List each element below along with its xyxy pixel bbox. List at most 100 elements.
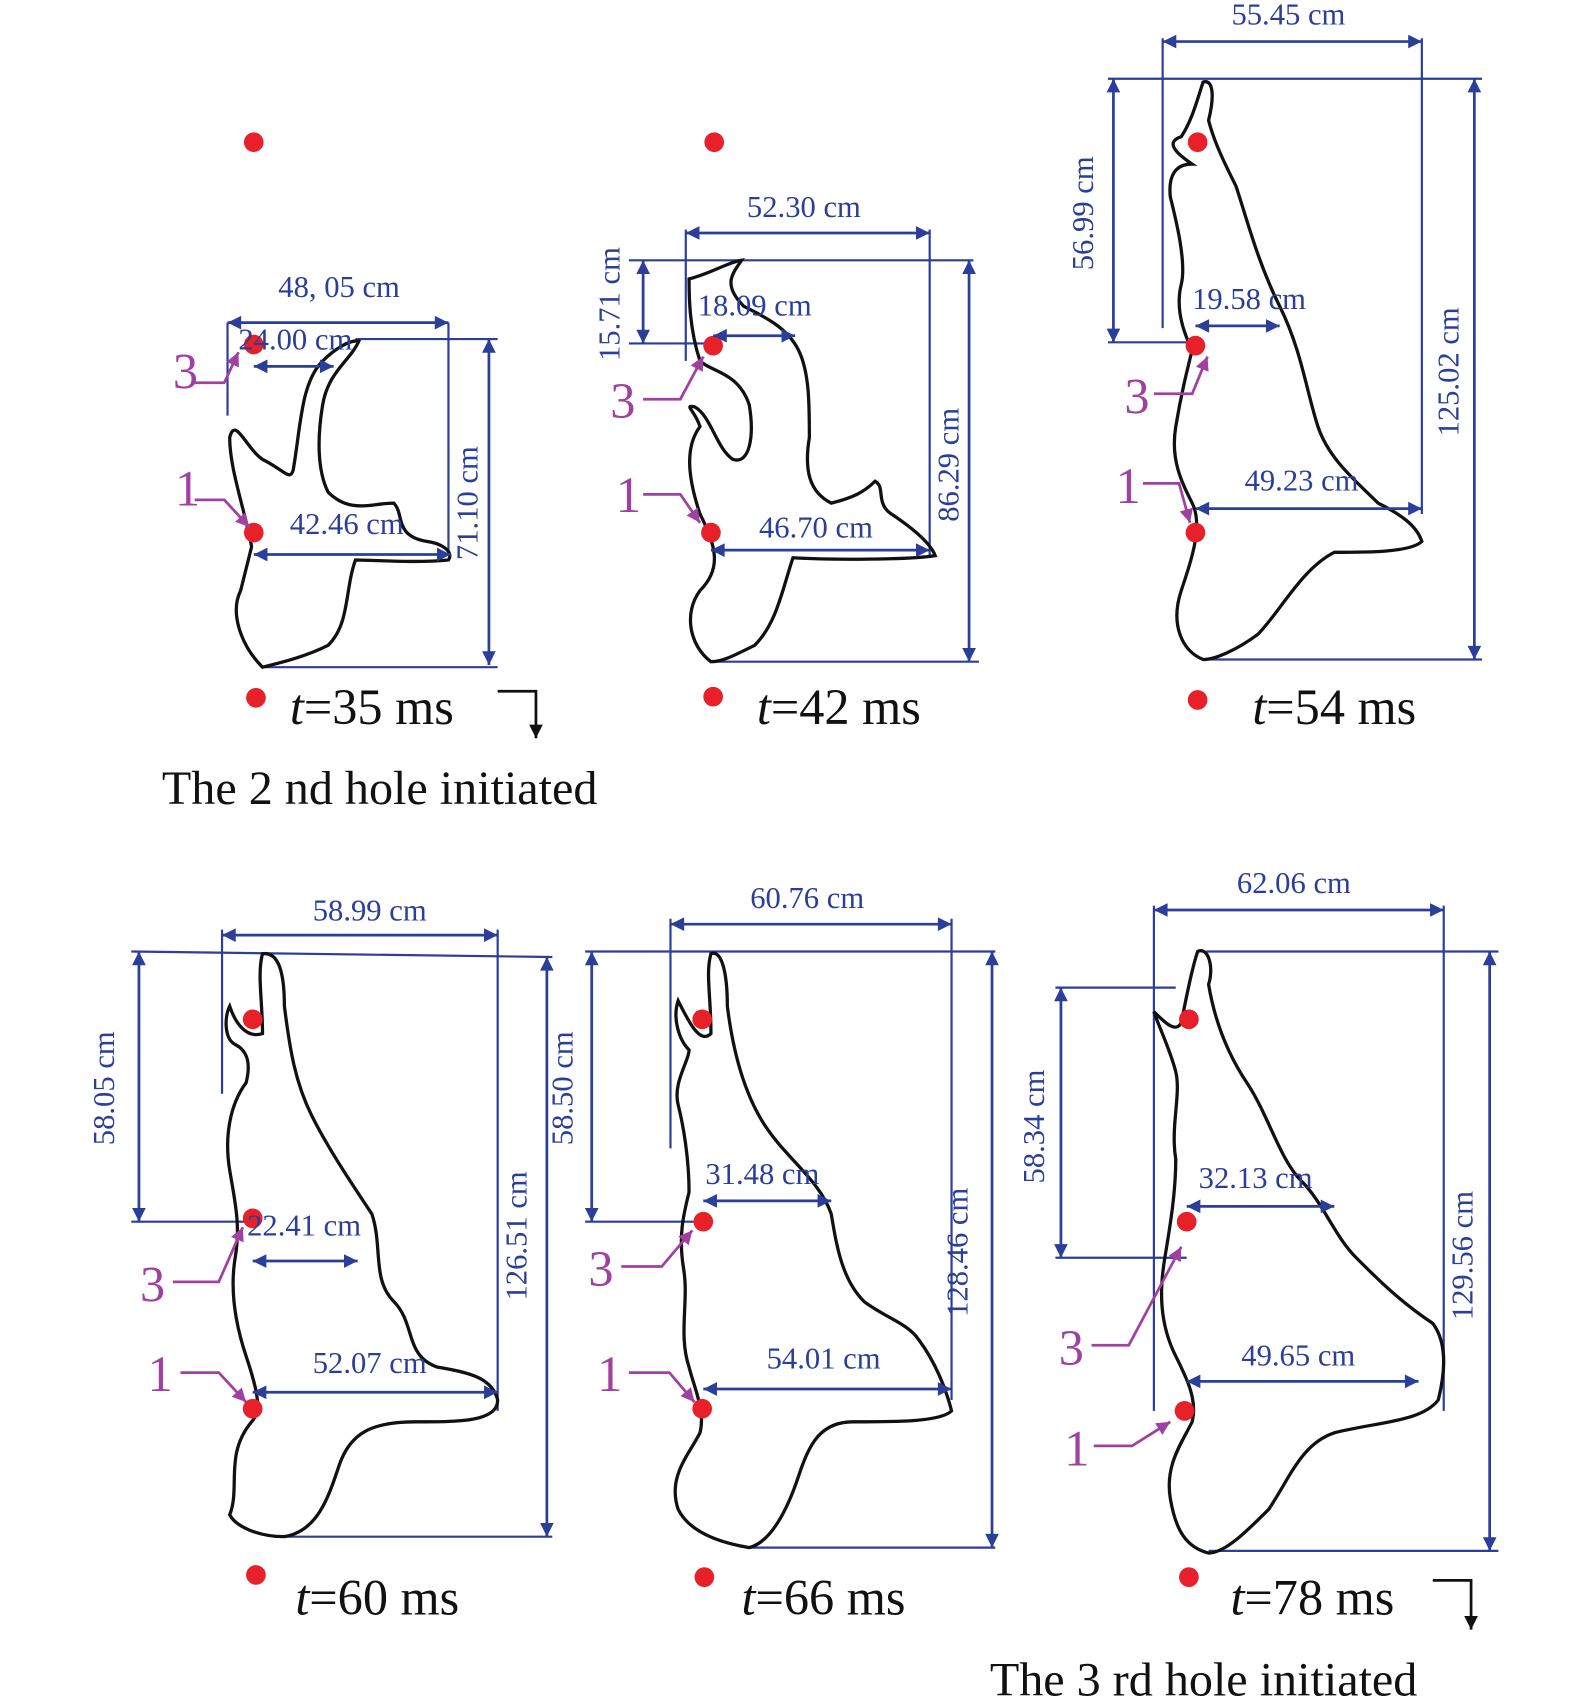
hole-pointer xyxy=(172,1226,245,1284)
dimension-label: 42.46 cm xyxy=(290,507,404,541)
blast-hole xyxy=(694,1567,715,1587)
hole-label: 3 xyxy=(1124,368,1149,424)
blast-hole xyxy=(703,335,723,356)
blast-hole xyxy=(243,132,264,153)
dimension-label: 49.23 cm xyxy=(1245,463,1359,497)
hole-label: 3 xyxy=(588,1241,613,1297)
panel: 62.06 cm 58.34 cm 32.13 cm 49.65 cm 129.56 c… xyxy=(1017,866,1499,1625)
dimension-label: 58.99 cm xyxy=(313,893,427,927)
blast-hole xyxy=(243,334,264,355)
blast-hole xyxy=(1185,335,1206,356)
hole-pointer xyxy=(194,498,251,529)
time-label: t=42 ms xyxy=(757,679,921,735)
dimension-label: 32.13 cm xyxy=(1199,1161,1313,1195)
blast-hole xyxy=(242,1398,263,1419)
hole-pointer xyxy=(1093,1420,1172,1448)
step-arrow xyxy=(497,689,543,739)
hole-label: 1 xyxy=(175,460,200,516)
dimension-label: 48, 05 cm xyxy=(278,270,400,304)
blast-hole xyxy=(242,1009,263,1030)
hole-label: 1 xyxy=(1064,1421,1089,1477)
time-value: =78 ms xyxy=(1244,1569,1394,1625)
blast-hole xyxy=(246,1565,266,1585)
dimension-label: 58.05 cm xyxy=(87,1031,121,1145)
dimension-label: 24.00 cm xyxy=(238,322,352,356)
blast-hole xyxy=(1187,690,1208,710)
time-label: t=35 ms xyxy=(290,679,454,735)
dimension-label: 31.48 cm xyxy=(705,1157,819,1191)
dimension-label: 54.01 cm xyxy=(767,1342,881,1376)
hole-pointer xyxy=(1153,356,1209,396)
note: The 2 nd hole initiated xyxy=(162,762,598,815)
dimension-label: 56.99 cm xyxy=(1066,156,1100,270)
panel: 48, 05 cm 24.00 cm 42.46 cm 71.10 cm 3 1 t=35 … xyxy=(173,132,498,735)
blast-hole xyxy=(692,1009,713,1030)
blast-hole xyxy=(704,132,725,153)
time-variable: t xyxy=(290,679,305,735)
dimension-label: 128.46 cm xyxy=(940,1188,974,1317)
crater-outline xyxy=(673,951,954,1550)
dimension-label: 58.34 cm xyxy=(1017,1069,1051,1183)
hole-pointer xyxy=(191,351,240,385)
hole-label: 3 xyxy=(140,1257,165,1313)
time-label: t=66 ms xyxy=(742,1569,906,1625)
dimension-label: 125.02 cm xyxy=(1431,307,1465,436)
blast-hole xyxy=(1179,1009,1199,1030)
hole-pointer xyxy=(621,1229,694,1268)
panel: 52.30 cm 18.09 cm 15.71 cm 46.70 cm 86.29 cm… xyxy=(593,132,979,735)
blast-hole xyxy=(243,522,264,543)
hole-label: 1 xyxy=(148,1346,173,1402)
blast-hole xyxy=(693,1211,714,1232)
hole-label: 3 xyxy=(173,343,198,399)
time-variable: t xyxy=(1230,1569,1245,1625)
dimension-label: 18.09 cm xyxy=(698,288,812,322)
time-value: =54 ms xyxy=(1266,679,1416,735)
time-variable: t xyxy=(295,1569,310,1625)
blast-hole xyxy=(1176,1211,1197,1232)
dimension-label: 55.45 cm xyxy=(1231,0,1345,32)
dimension-label: 49.65 cm xyxy=(1241,1338,1355,1372)
crater-outline xyxy=(687,258,938,664)
time-variable: t xyxy=(757,679,772,735)
hole-label: 3 xyxy=(1059,1320,1084,1376)
crater-outline xyxy=(1152,949,1446,1555)
blast-hole xyxy=(1174,1401,1195,1421)
blast-hole xyxy=(692,1398,713,1419)
blast-hole xyxy=(701,522,721,543)
dimension-label: 22.41 cm xyxy=(247,1208,361,1242)
dimension-label: 58.50 cm xyxy=(546,1031,580,1145)
hole-label: 1 xyxy=(616,467,641,523)
blast-hole xyxy=(246,687,266,708)
blast-hole xyxy=(242,1208,263,1229)
time-label: t=60 ms xyxy=(295,1569,459,1625)
note: The 3 rd hole initiated xyxy=(990,1653,1418,1704)
panel: 60.76 cm 58.50 cm 31.48 cm 54.01 cm 128.46 c… xyxy=(546,881,999,1625)
panel: 55.45 cm 56.99 cm 19.58 cm 49.23 cm 125.02 c… xyxy=(1066,0,1483,735)
blast-hole xyxy=(703,686,723,707)
hole-pointer xyxy=(180,1371,248,1404)
blast-hole xyxy=(1187,132,1208,153)
time-value: =35 ms xyxy=(304,679,454,735)
hole-pointer xyxy=(643,355,705,401)
hole-label: 1 xyxy=(1116,458,1141,514)
hole-pointer xyxy=(1142,482,1193,524)
dimension-label: 15.71 cm xyxy=(593,247,627,361)
time-value: =60 ms xyxy=(309,1569,459,1625)
time-value: =42 ms xyxy=(771,679,921,735)
hole-pointer xyxy=(643,492,702,524)
dimension-label: 126.51 cm xyxy=(500,1171,534,1300)
hole-pointer xyxy=(1091,1246,1183,1347)
dimension-label: 62.06 cm xyxy=(1237,866,1351,900)
time-label: t=54 ms xyxy=(1252,679,1416,735)
dimension-label: 52.30 cm xyxy=(747,190,861,224)
blast-hole xyxy=(1179,1567,1199,1587)
time-value: =66 ms xyxy=(756,1569,906,1625)
dimension-label: 19.58 cm xyxy=(1192,282,1306,316)
dimension-label: 60.76 cm xyxy=(750,881,864,915)
blast-hole xyxy=(1185,522,1206,543)
hole-pointer xyxy=(628,1371,696,1404)
dimension-label: 129.56 cm xyxy=(1446,1191,1480,1320)
extension-line xyxy=(131,950,553,959)
time-variable: t xyxy=(742,1569,757,1625)
